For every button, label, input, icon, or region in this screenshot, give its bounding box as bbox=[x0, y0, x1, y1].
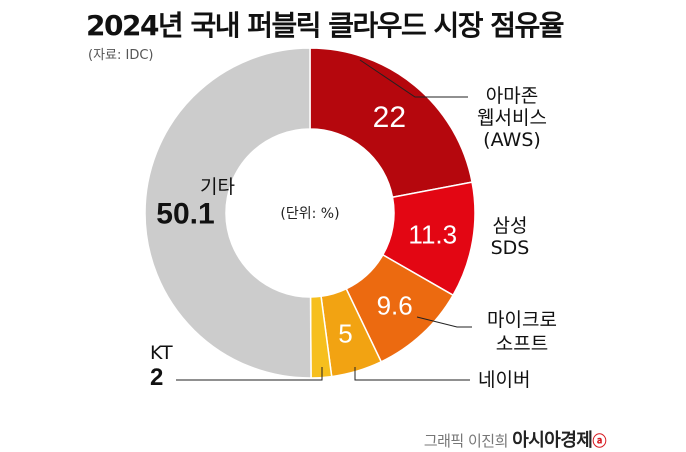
category-label-삼성-sds: SDS bbox=[491, 237, 530, 259]
category-label-삼성-sds: 삼성 bbox=[493, 215, 528, 237]
leader-line-네이버 bbox=[354, 367, 470, 381]
slice-기타 bbox=[144, 47, 312, 379]
value-label-삼성-sds: 11.3 bbox=[408, 220, 457, 250]
value-label-기타: 50.1 bbox=[156, 197, 214, 230]
category-label-기타: 기타 bbox=[200, 176, 235, 198]
leader-line-아마존-웹서비스-aws bbox=[359, 59, 468, 98]
category-label-kt: KT bbox=[150, 342, 173, 364]
publisher-logo: 아시아경제 bbox=[512, 430, 593, 451]
category-label-네이버: 네이버 bbox=[478, 369, 530, 391]
category-label-아마존-웹서비스-aws: 웹서비스 bbox=[477, 107, 547, 129]
category-label-마이크로소프트: 마이크로 bbox=[487, 309, 557, 331]
graphic-credit: 그래픽 이진희 bbox=[423, 432, 509, 450]
value-label-아마존-웹서비스-aws: 22 bbox=[373, 101, 406, 134]
footer-credit: 그래픽 이진희 아시아경제ⓐ bbox=[423, 426, 607, 452]
slice-아마존-웹서비스-aws bbox=[309, 47, 473, 199]
publisher-logo-mark: ⓐ bbox=[592, 434, 607, 450]
category-label-아마존-웹서비스-aws: 아마존 bbox=[486, 85, 538, 107]
leader-line-kt bbox=[176, 367, 323, 381]
value-label-마이크로소프트: 9.6 bbox=[377, 290, 413, 320]
value-label-네이버: 5 bbox=[338, 318, 352, 348]
leader-line-마이크로소프트 bbox=[416, 316, 472, 328]
value-label-kt: 2 bbox=[150, 364, 163, 391]
category-label-마이크로소프트: 소프트 bbox=[496, 333, 548, 355]
chart-title: 2024년 국내 퍼블릭 클라우드 시장 점유율 bbox=[86, 9, 565, 42]
source-note: (자료: IDC) bbox=[88, 48, 154, 63]
category-label-아마존-웹서비스-aws: (AWS) bbox=[483, 129, 541, 151]
unit-label: (단위: %) bbox=[280, 206, 339, 222]
